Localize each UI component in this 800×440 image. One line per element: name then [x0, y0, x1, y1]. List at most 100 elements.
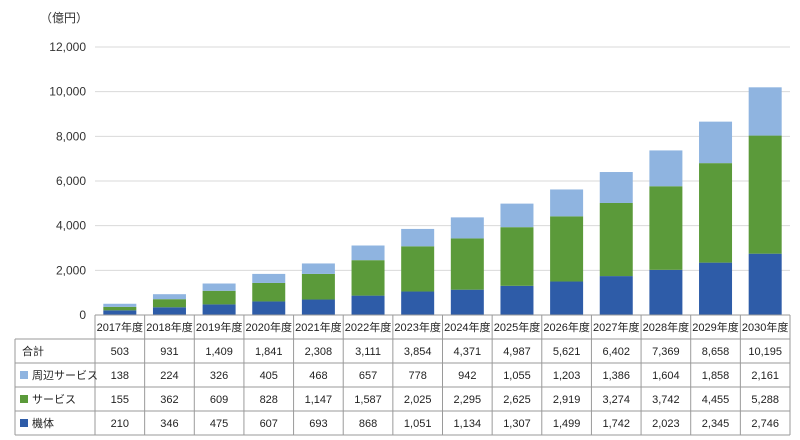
table-cell-value: 2,308	[305, 346, 333, 358]
table-cell-value: 942	[458, 370, 476, 382]
table-cell-value: 1,134	[454, 418, 482, 430]
legend-swatch	[20, 371, 28, 379]
bar-segment	[152, 294, 186, 300]
y-tick-label: 10,000	[49, 85, 86, 99]
table-cell-value: 210	[111, 418, 129, 430]
legend-swatch	[20, 419, 28, 427]
x-tick-label: 2022年度	[345, 320, 391, 334]
table-cell-value: 1,742	[602, 418, 630, 430]
table-cell-value: 1,386	[602, 370, 630, 382]
y-tick-label: 4,000	[56, 219, 86, 233]
y-tick-label: 12,000	[49, 40, 86, 54]
bar-segment	[599, 172, 633, 203]
x-tick-label: 2018年度	[146, 320, 192, 334]
x-tick-label: 2027年度	[593, 320, 639, 334]
bar-segment	[649, 186, 683, 270]
bar-segment	[401, 228, 435, 247]
bar-segment	[301, 273, 335, 300]
bar-segment	[450, 217, 484, 239]
bar-segment	[351, 245, 385, 261]
table-cell-value: 2,295	[454, 394, 482, 406]
bar-segment	[550, 216, 584, 282]
bar-segment	[401, 291, 435, 315]
table-cell-value: 1,604	[652, 370, 680, 382]
y-tick-label: 8,000	[56, 129, 86, 143]
bar-segment	[152, 307, 186, 315]
bar-segment	[202, 290, 236, 305]
bar-segment	[351, 295, 385, 315]
bar-segment	[699, 163, 733, 263]
bar-segment	[401, 246, 435, 292]
table-cell-value: 138	[111, 370, 129, 382]
bar-segment	[748, 253, 782, 315]
table-cell-value: 2,025	[404, 394, 432, 406]
table-cell-value: 3,742	[652, 394, 680, 406]
table-cell-value: 224	[160, 370, 178, 382]
table-cell-value: 503	[111, 346, 129, 358]
table-cell-value: 3,274	[602, 394, 630, 406]
table-cell-value: 6,402	[602, 346, 630, 358]
bar-segment	[500, 227, 534, 286]
bar-segment	[699, 121, 733, 164]
table-cell-value: 693	[309, 418, 327, 430]
bar-segment	[301, 263, 335, 274]
y-tick-label: 0	[79, 308, 86, 322]
x-tick-label: 2021年度	[295, 320, 341, 334]
table-cell-value: 1,858	[702, 370, 730, 382]
table-cell-value: 405	[260, 370, 278, 382]
table-cell-value: 1,051	[404, 418, 432, 430]
x-tick-label: 2017年度	[97, 320, 143, 334]
table-cell-value: 868	[359, 418, 377, 430]
table-cell-value: 657	[359, 370, 377, 382]
bar-segment	[103, 310, 137, 315]
table-cell-value: 475	[210, 418, 228, 430]
x-tick-label: 2024年度	[444, 320, 490, 334]
table-cell-value: 931	[160, 346, 178, 358]
bar-segment	[202, 283, 236, 291]
table-cell-value: 1,409	[205, 346, 233, 358]
legend-swatch	[20, 395, 28, 403]
bar-segment	[252, 301, 286, 315]
legend-label: 合計	[22, 344, 44, 358]
bar-segment	[649, 269, 683, 315]
bar-segment	[649, 150, 683, 187]
table-cell-value: 1,203	[553, 370, 581, 382]
x-tick-label: 2028年度	[643, 320, 689, 334]
x-tick-label: 2019年度	[196, 320, 242, 334]
table-cell-value: 8,658	[702, 346, 730, 358]
table-cell-value: 468	[309, 370, 327, 382]
bar-segment	[152, 299, 186, 308]
bar-segment	[351, 260, 385, 296]
bar-segment	[748, 87, 782, 136]
bar-segment	[252, 282, 286, 302]
table-cell-value: 3,111	[355, 346, 381, 358]
bar-segment	[500, 285, 534, 315]
table-cell-value: 1,147	[305, 394, 333, 406]
bar-segment	[599, 202, 633, 277]
y-unit-label: （億円）	[40, 11, 88, 25]
table-cell-value: 778	[408, 370, 426, 382]
table-cell-value: 4,987	[503, 346, 531, 358]
x-tick-label: 2023年度	[394, 320, 440, 334]
table-cell-value: 1,587	[354, 394, 382, 406]
bar-segment	[252, 273, 286, 283]
x-tick-label: 2029年度	[692, 320, 738, 334]
y-tick-label: 6,000	[56, 174, 86, 188]
bar-segment	[599, 276, 633, 315]
table-cell-value: 1,499	[553, 418, 581, 430]
table-cell-value: 326	[210, 370, 228, 382]
table-cell-value: 5,288	[751, 394, 779, 406]
bar-segment	[748, 135, 782, 254]
bar-segment	[450, 289, 484, 315]
legend-label: 周辺サービス	[32, 369, 98, 382]
bar-segment	[500, 203, 534, 228]
x-tick-label: 2026年度	[543, 320, 589, 334]
table-cell-value: 3,854	[404, 346, 432, 358]
legend-label: サービス	[32, 393, 76, 406]
table-cell-value: 362	[160, 394, 178, 406]
table-cell-value: 155	[111, 394, 129, 406]
table-cell-value: 4,371	[454, 346, 482, 358]
table-cell-value: 2,746	[751, 418, 779, 430]
table-cell-value: 2,161	[751, 370, 779, 382]
